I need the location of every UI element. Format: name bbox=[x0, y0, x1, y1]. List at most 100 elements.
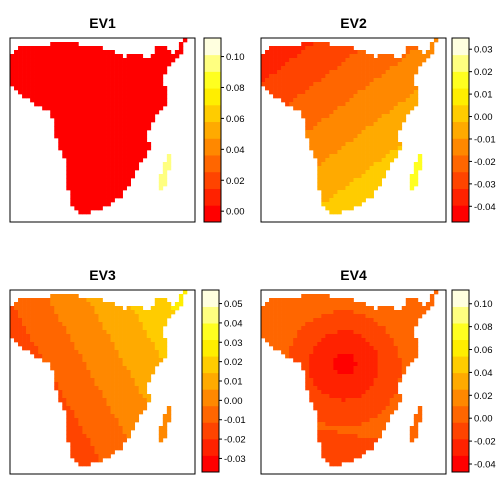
raster-cell bbox=[86, 318, 91, 323]
raster-cell bbox=[333, 354, 338, 359]
raster-cell bbox=[98, 458, 103, 463]
raster-cell bbox=[325, 182, 330, 187]
raster-cell bbox=[273, 326, 278, 331]
raster-cell bbox=[58, 134, 63, 139]
raster-cell bbox=[118, 354, 123, 359]
raster-cell bbox=[94, 414, 99, 419]
raster-cell bbox=[106, 50, 111, 55]
raster-cell bbox=[142, 58, 148, 63]
raster-cell bbox=[94, 106, 99, 111]
raster-cell bbox=[361, 358, 366, 363]
raster-cell bbox=[166, 314, 172, 319]
raster-cell bbox=[313, 118, 318, 123]
raster-cell bbox=[273, 342, 278, 347]
raster-cell bbox=[14, 322, 19, 327]
raster-cell bbox=[373, 314, 378, 319]
colorbar-tick-label: 0.01 bbox=[474, 90, 493, 101]
raster-cell bbox=[401, 106, 407, 111]
raster-cell bbox=[158, 94, 164, 99]
raster-cell bbox=[106, 78, 111, 83]
raster-cell bbox=[66, 410, 71, 415]
raster-cell bbox=[357, 90, 362, 95]
raster-cell bbox=[142, 102, 148, 107]
raster-cell bbox=[182, 38, 188, 43]
raster-cell bbox=[325, 130, 330, 135]
raster-cell bbox=[369, 334, 374, 339]
raster-cell bbox=[357, 410, 362, 415]
raster-cell bbox=[74, 298, 79, 303]
raster-cell bbox=[377, 94, 382, 99]
raster-cell bbox=[114, 150, 119, 155]
raster-cell bbox=[106, 414, 111, 419]
raster-cell bbox=[54, 50, 59, 55]
raster-cell bbox=[82, 118, 87, 123]
raster-cell bbox=[126, 326, 131, 331]
raster-cell bbox=[58, 310, 63, 315]
raster-cell bbox=[82, 438, 87, 443]
raster-cell bbox=[341, 166, 346, 171]
raster-cell bbox=[345, 102, 350, 107]
raster-cell bbox=[305, 66, 310, 71]
raster-cell bbox=[401, 350, 407, 355]
raster-cell bbox=[393, 78, 399, 83]
raster-cell bbox=[130, 146, 136, 151]
raster-cell bbox=[114, 94, 119, 99]
raster-cell bbox=[285, 298, 290, 303]
raster-cell bbox=[377, 90, 382, 95]
raster-cell bbox=[126, 54, 131, 59]
raster-cell bbox=[90, 346, 95, 351]
raster-cell bbox=[142, 406, 148, 411]
raster-cell bbox=[325, 438, 330, 443]
raster-cell bbox=[381, 410, 387, 415]
raster-cell bbox=[86, 178, 91, 183]
raster-cell bbox=[62, 370, 67, 375]
raster-cell bbox=[94, 370, 99, 375]
raster-cell bbox=[110, 150, 115, 155]
raster-cell bbox=[401, 370, 407, 375]
raster-cell bbox=[385, 414, 391, 419]
raster-cell bbox=[66, 298, 71, 303]
raster-cell bbox=[130, 418, 136, 423]
raster-cell bbox=[313, 74, 318, 79]
raster-cell bbox=[325, 310, 330, 315]
raster-cell bbox=[389, 322, 395, 327]
raster-cell bbox=[54, 118, 59, 123]
raster-cell bbox=[369, 374, 374, 379]
raster-cell bbox=[90, 158, 95, 163]
raster-cell bbox=[70, 138, 75, 143]
raster-cell bbox=[409, 62, 415, 67]
raster-cell bbox=[78, 50, 83, 55]
raster-cell bbox=[18, 70, 23, 75]
raster-cell bbox=[126, 386, 131, 391]
raster-cell bbox=[142, 138, 148, 143]
raster-cell bbox=[289, 314, 294, 319]
raster-cell bbox=[98, 326, 103, 331]
raster-cell bbox=[361, 82, 366, 87]
raster-cell bbox=[317, 90, 322, 95]
raster-cell bbox=[102, 414, 107, 419]
raster-cell bbox=[377, 318, 382, 323]
raster-cell bbox=[34, 58, 39, 63]
raster-cell bbox=[58, 142, 63, 147]
raster-cell bbox=[90, 118, 95, 123]
raster-cell bbox=[373, 370, 378, 375]
raster-cell bbox=[126, 410, 131, 415]
raster-cell bbox=[357, 118, 362, 123]
raster-cell bbox=[381, 418, 387, 423]
raster-cell bbox=[86, 354, 91, 359]
raster-cell bbox=[297, 70, 302, 75]
raster-cell bbox=[317, 350, 322, 355]
raster-cell bbox=[38, 318, 43, 323]
raster-cell bbox=[329, 322, 334, 327]
raster-cell bbox=[329, 462, 334, 467]
raster-cell bbox=[110, 358, 115, 363]
raster-cell bbox=[110, 414, 115, 419]
raster-cell bbox=[94, 166, 99, 171]
raster-cell bbox=[321, 90, 326, 95]
raster-cell bbox=[317, 314, 322, 319]
raster-cell bbox=[321, 294, 326, 299]
raster-cell bbox=[58, 46, 63, 51]
raster-cell bbox=[70, 426, 75, 431]
raster-cell bbox=[329, 162, 334, 167]
raster-cell bbox=[10, 58, 15, 63]
